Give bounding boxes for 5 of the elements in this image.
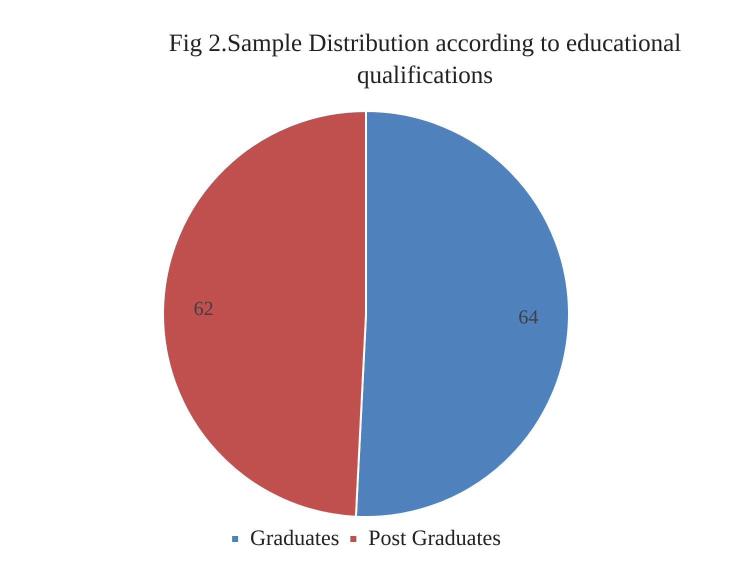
legend-label: Post Graduates: [368, 524, 501, 550]
legend-label: Graduates: [250, 524, 340, 550]
data-label: 64: [518, 306, 538, 328]
data-label: 62: [194, 298, 214, 320]
chart-title: Fig 2.Sample Distribution according to educational qualifications: [168, 29, 682, 91]
